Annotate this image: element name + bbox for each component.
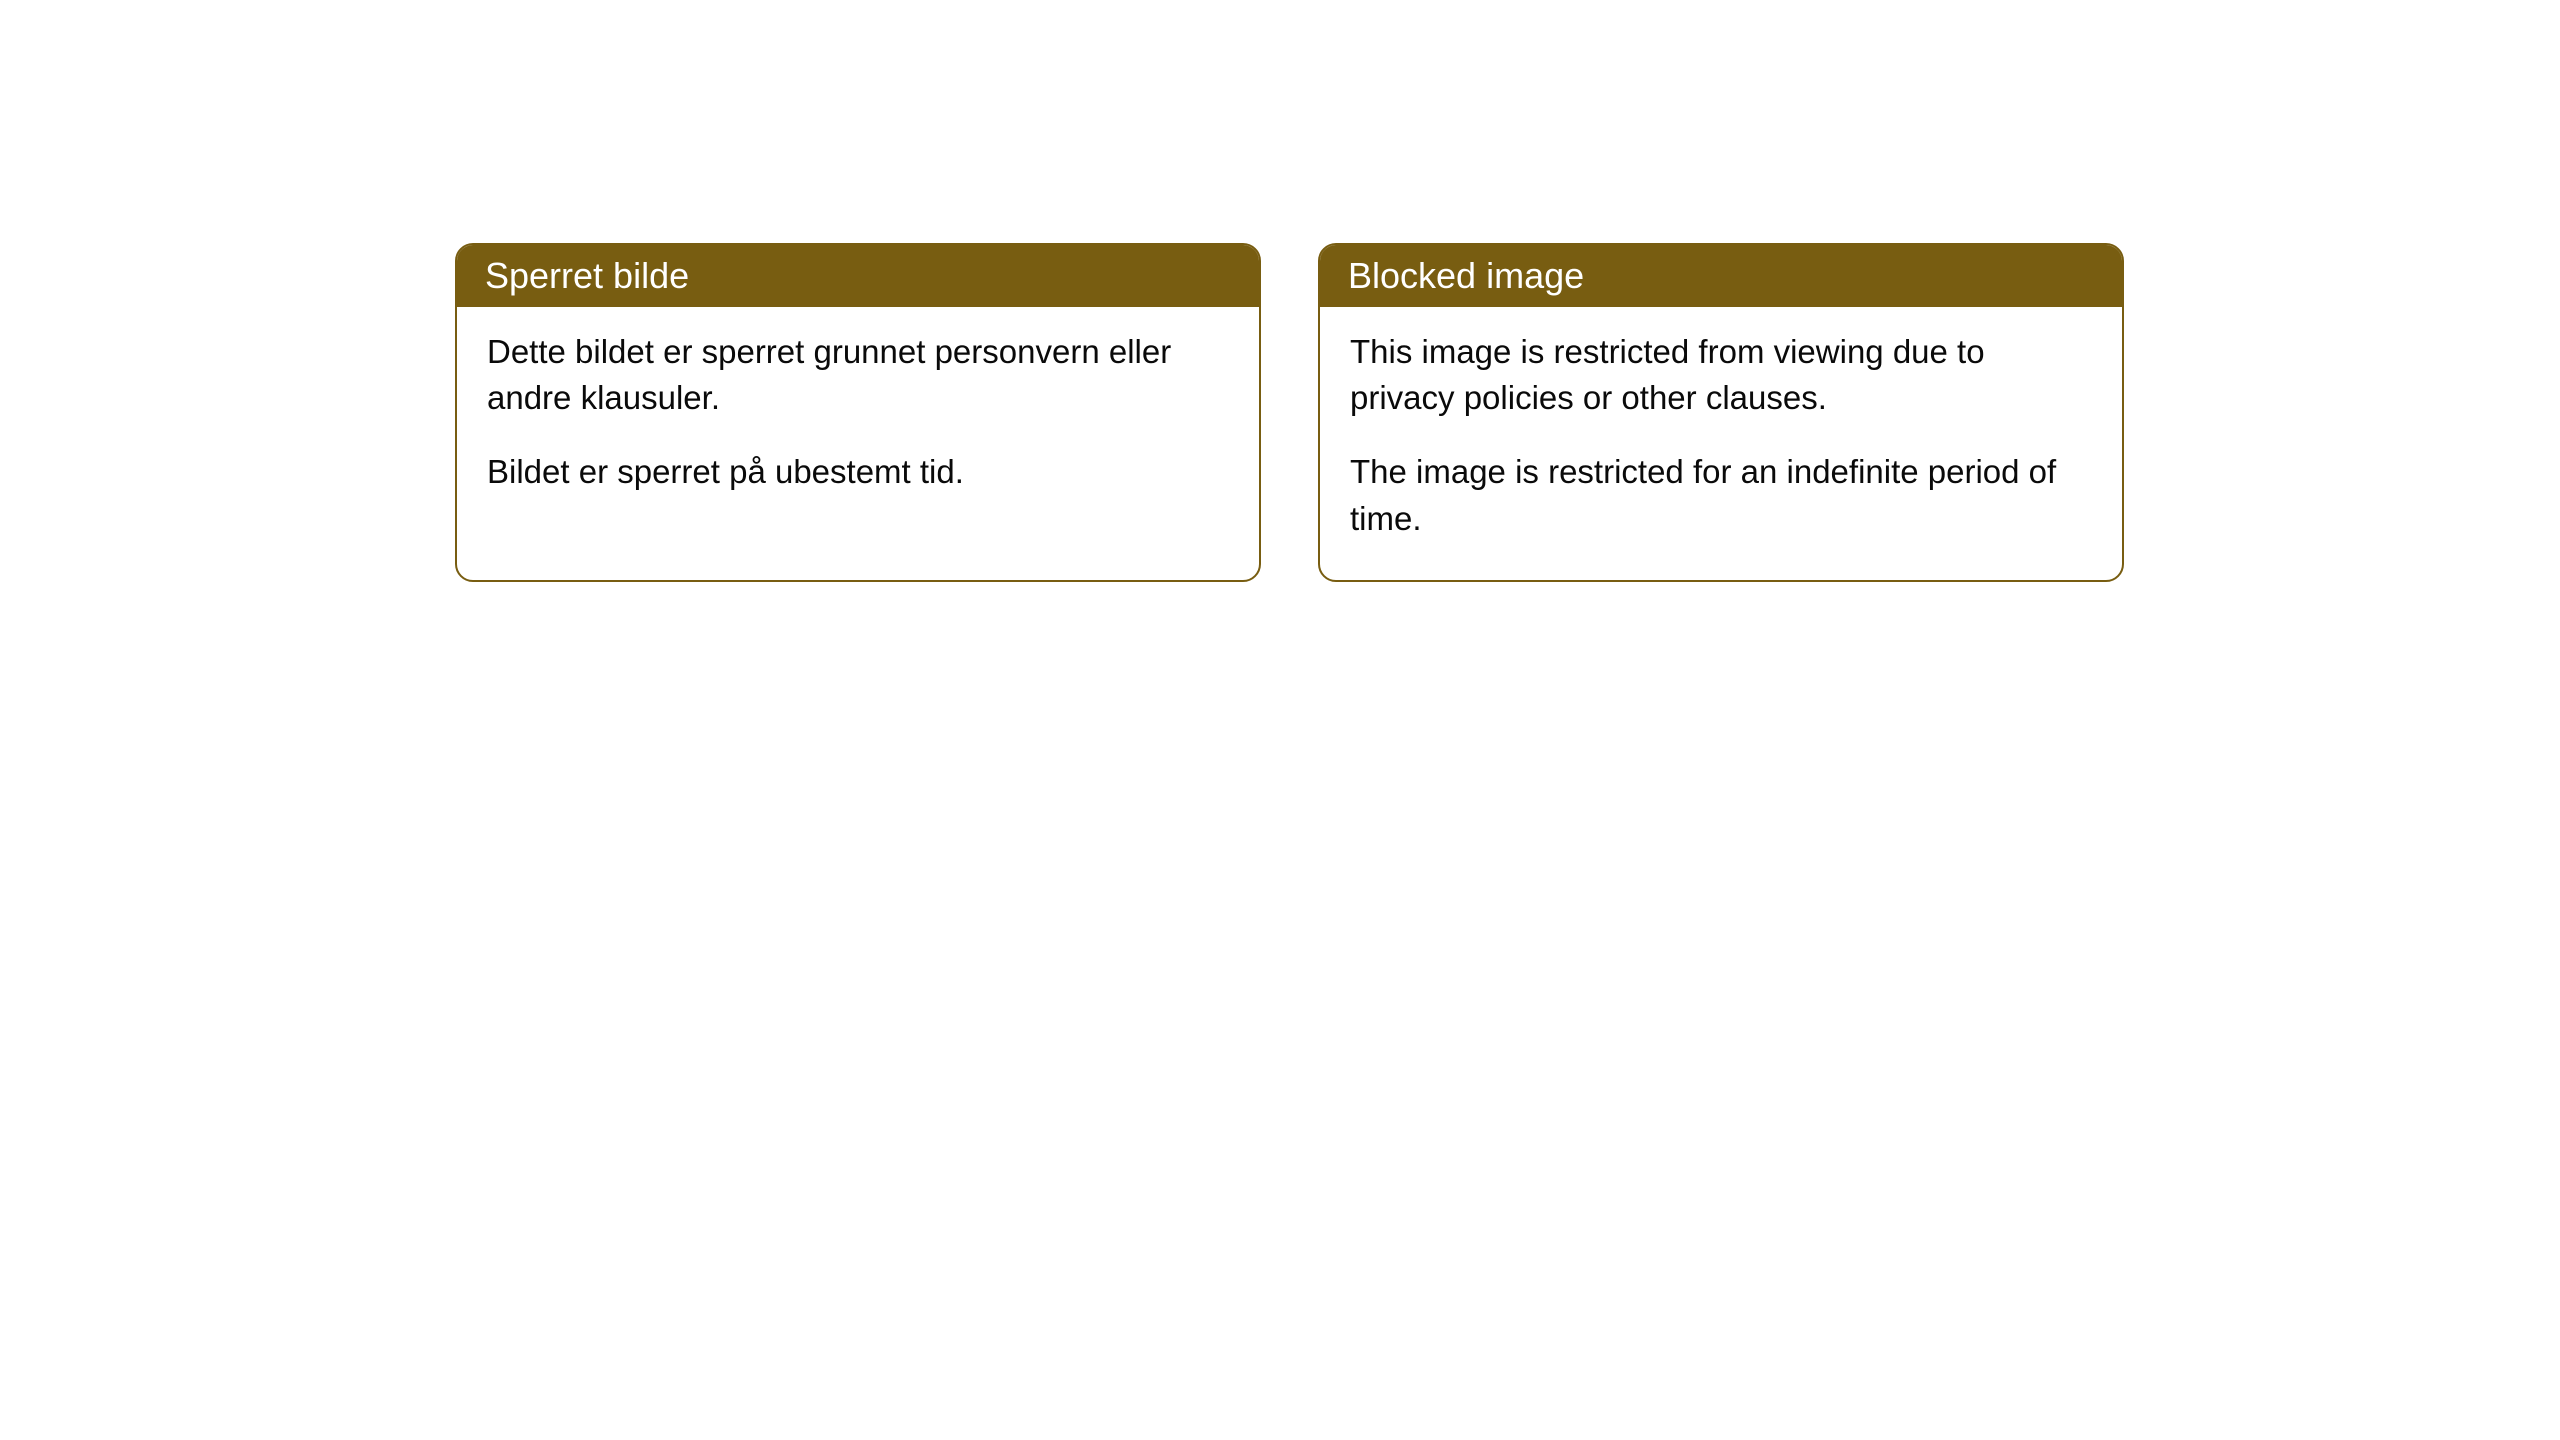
card-body-english: This image is restricted from viewing du…	[1320, 307, 2122, 580]
card-paragraph-norwegian-1: Dette bildet er sperret grunnet personve…	[487, 329, 1229, 421]
notice-card-norwegian: Sperret bilde Dette bildet er sperret gr…	[455, 243, 1261, 582]
card-title-english: Blocked image	[1348, 255, 1584, 296]
card-paragraph-english-1: This image is restricted from viewing du…	[1350, 329, 2092, 421]
card-paragraph-norwegian-2: Bildet er sperret på ubestemt tid.	[487, 449, 1229, 495]
card-header-norwegian: Sperret bilde	[457, 245, 1259, 307]
notice-card-english: Blocked image This image is restricted f…	[1318, 243, 2124, 582]
notice-cards-container: Sperret bilde Dette bildet er sperret gr…	[455, 243, 2560, 582]
card-header-english: Blocked image	[1320, 245, 2122, 307]
card-paragraph-english-2: The image is restricted for an indefinit…	[1350, 449, 2092, 541]
card-body-norwegian: Dette bildet er sperret grunnet personve…	[457, 307, 1259, 534]
card-title-norwegian: Sperret bilde	[485, 255, 689, 296]
